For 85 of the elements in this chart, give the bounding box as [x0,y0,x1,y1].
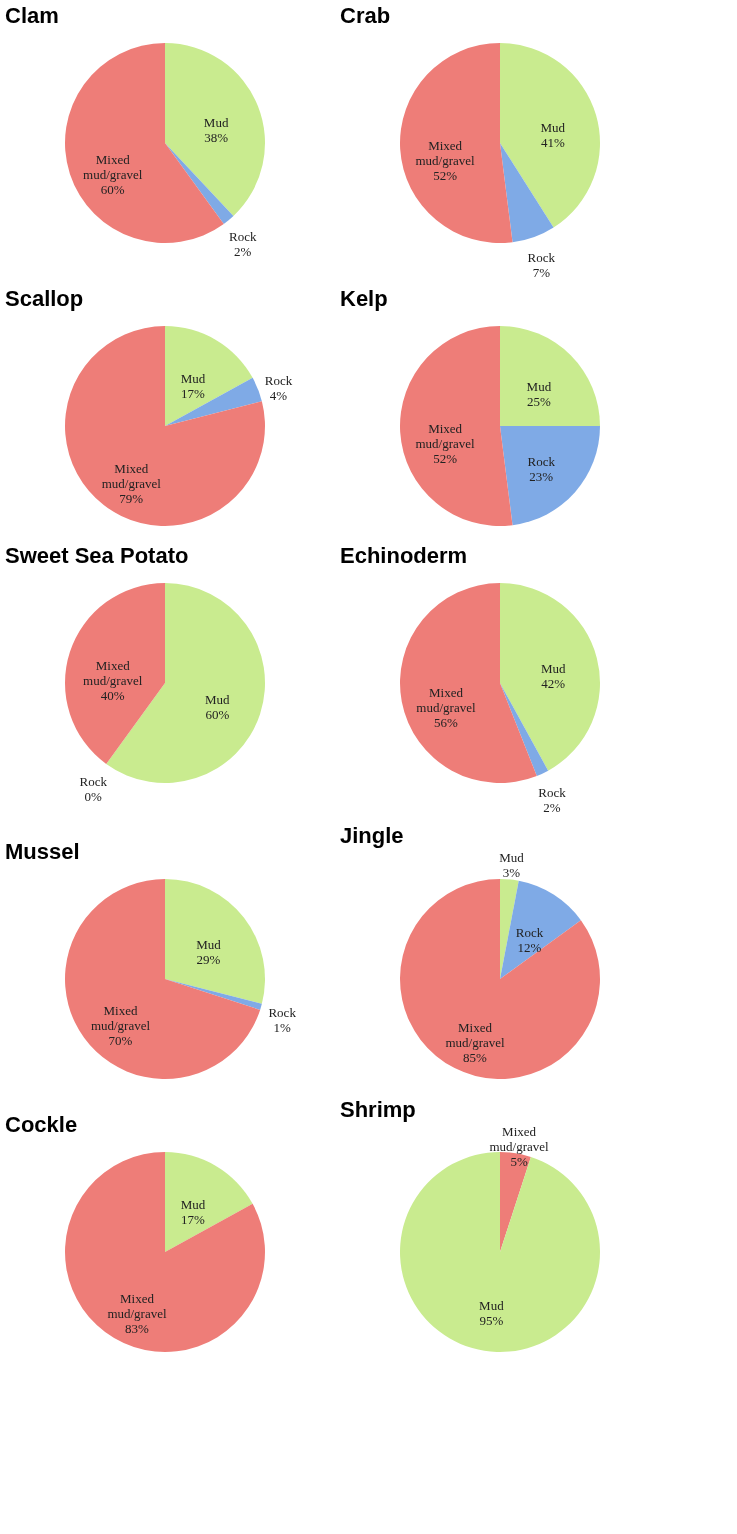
slice-label: Mixed mud/gravel [415,138,476,169]
pie-slice [500,880,581,979]
slice-label: Mud [196,937,222,953]
slice-label: Rock [515,924,544,940]
data-label: 41% [540,134,565,150]
data-label: 5% [510,1153,528,1169]
slice-label: Mixed mud/gravel [83,658,143,688]
slice-label: Rock [264,373,293,389]
data-label: 17% [181,385,206,401]
data-label: 52% [433,451,458,467]
chart-title: Echinoderm [340,543,468,568]
data-label: 60% [205,707,230,722]
pie-slice [500,426,600,526]
data-label: 40% [100,688,125,703]
slice-label: Rock [229,229,257,244]
pie-slice [65,326,265,526]
pie-slice [400,43,513,243]
slice-label: Rock [538,785,567,801]
chart-title: Mussel [5,839,80,864]
chart-title: Shrimp [340,1096,416,1122]
data-label: 2% [234,244,252,259]
slice-label: Mixed mud/gravel [90,1003,151,1034]
pie-slice [165,43,265,216]
pie-slice [400,326,513,526]
data-label: 29% [196,952,221,968]
data-label: 4% [269,388,288,404]
slice-label: Rock [527,249,556,265]
slice-label: Mud [526,379,552,395]
data-label: 17% [181,1211,206,1227]
data-label: 83% [125,1321,150,1337]
slice-label: Mixed mud/gravel [489,1123,550,1154]
data-label: 56% [434,715,459,731]
category-label: Rock [79,773,108,789]
data-label: 79% [119,491,144,507]
pie-slice [65,1152,265,1352]
chart-title: Clam [5,3,59,28]
slice-label: Mud [540,119,566,135]
slice-label: Mud [205,692,231,707]
data-label: 3% [502,864,521,880]
slice-label: Mixed mud/gravel [445,1020,506,1051]
data-label: 38% [204,129,229,145]
data-label: 42% [541,676,566,692]
pie-slice [400,1152,600,1352]
slice-label: Mud [499,849,525,865]
pie-slice [400,879,600,1079]
pie-slice [165,879,265,1004]
data-label: 25% [526,394,551,410]
slice-label: Mud [540,661,567,677]
data-label: 95% [479,1313,504,1329]
data-label: 52% [433,168,458,184]
slice-label: Mixed mud/gravel [101,461,162,492]
data-label: 1% [273,1020,291,1036]
slice-label: Mud [180,370,206,386]
data-label: 60% [100,182,125,197]
pie-slice [500,43,600,228]
slice-label: Mud [203,114,229,130]
data-label: 2% [543,800,561,816]
slice-label: Mixed mud/gravel [415,421,476,452]
pie-slice [165,326,253,426]
pie-slice [65,879,261,1079]
slice-label: Mixed mud/gravel [83,152,143,182]
chart-title: Crab [340,3,391,28]
slice-label: Mixed mud/gravel [416,685,476,716]
pie-slice [500,326,600,426]
data-label: 70% [108,1033,133,1049]
pie-slice [165,1152,253,1252]
text: 0% [84,788,102,804]
slice-label: Rock [527,454,556,470]
chart-title: Kelp [340,286,388,311]
pie-slice [400,583,537,783]
chart-title: Cockle [5,1112,78,1137]
slice-label: Rock [268,1005,297,1021]
pie-slice [65,583,165,764]
slice-label: Mud [180,1196,206,1212]
chart-title: Jingle [340,822,404,848]
data-label: 12% [517,939,542,955]
chart-title: Sweet Sea Potato [5,543,189,568]
data-label: 23% [529,469,554,485]
slice-label: Mixed mud/gravel [107,1291,167,1322]
chart-title: Scallop [5,286,84,311]
pie-slice [500,583,600,771]
data-label: 85% [463,1050,488,1066]
data-label: 7% [532,264,551,280]
pie-slice [500,1152,531,1252]
slice-label: Mud [479,1298,505,1314]
